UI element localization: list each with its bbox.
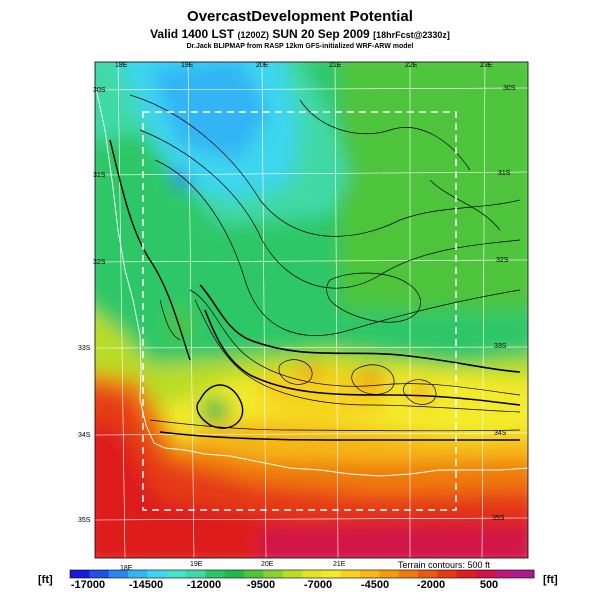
- lat-label-right: 30S: [503, 85, 516, 92]
- lat-label-right: 34S: [494, 430, 507, 437]
- valid-time: Valid 1400 LST: [150, 27, 235, 41]
- colorbar-tick-label: -4500: [360, 579, 390, 591]
- colorbar-tick-label: -12000: [186, 579, 222, 591]
- colorbar-tick-label: -9500: [246, 579, 276, 591]
- colorbar-swatch: [166, 570, 187, 578]
- colorbar-swatch: [437, 570, 458, 578]
- colorbar-swatch: [418, 570, 438, 578]
- chart-subtitle: Valid 1400 LST (1200Z) SUN 20 Sep 2009 […: [0, 27, 600, 41]
- lat-label-left: 31S: [93, 172, 106, 179]
- colorbar-border: [69, 569, 535, 579]
- lon-label-top: 20E: [256, 62, 269, 69]
- colorbar-tick-label: 500: [479, 579, 499, 591]
- colorbar-swatch: [456, 570, 477, 578]
- colorbar-swatch: [186, 570, 206, 578]
- lat-label-right: 32S: [496, 257, 509, 264]
- lon-label-top: 19E: [181, 62, 194, 69]
- colorbar-swatch: [89, 570, 110, 578]
- colorbar-swatch: [340, 570, 361, 578]
- colorbar-swatch: [224, 570, 245, 578]
- forecast-info: [18hrFcst@2330z]: [373, 30, 450, 40]
- model-credit: Dr.Jack BLIPMAP from RASP 12km GFS-initi…: [186, 43, 414, 50]
- lat-label-left: 34S: [78, 432, 91, 439]
- colorbar-swatch: [495, 570, 516, 578]
- lat-label-left: 33S: [78, 345, 91, 352]
- colorbar-swatch: [321, 570, 342, 578]
- colorbar-swatch: [70, 570, 90, 578]
- map-area: [95, 62, 528, 558]
- chart-title: OvercastDevelopment Potential: [187, 8, 413, 25]
- colorbar-swatch: [514, 570, 535, 578]
- map-frame: [94, 61, 529, 559]
- colorbar-swatch: [476, 570, 496, 578]
- inner-domain-box: [142, 111, 457, 511]
- lon-label-top: 18E: [115, 62, 128, 69]
- colorbar-swatch: [263, 570, 284, 578]
- lon-label-bottom: 19E: [190, 561, 203, 568]
- colorbar-swatch: [360, 570, 380, 578]
- colorbar: [69, 569, 535, 579]
- colorbar-swatch: [379, 570, 400, 578]
- utc-time: (1200Z): [237, 30, 269, 40]
- colorbar-swatch: [398, 570, 419, 578]
- potential-field: [95, 62, 528, 558]
- lat-label-right: 35S: [492, 515, 505, 522]
- colorbar-tick-label: -7000: [303, 579, 333, 591]
- lon-label-bottom: 20E: [261, 561, 274, 568]
- colorbar-tick-label: -2000: [416, 579, 446, 591]
- colorbar-swatch: [302, 570, 322, 578]
- valid-date: SUN 20 Sep 2009: [272, 27, 370, 41]
- lon-label-bottom: 21E: [333, 561, 346, 568]
- colorbar-tick-label: -14500: [128, 579, 164, 591]
- terrain-contour-note: Terrain contours: 500 ft: [398, 560, 491, 570]
- lat-label-left: 35S: [78, 517, 91, 524]
- colorbar-swatch: [282, 570, 303, 578]
- colorbar-tick-label: -17000: [70, 579, 106, 591]
- lat-label-right: 31S: [498, 170, 511, 177]
- lon-label-top: 23E: [480, 62, 493, 69]
- lat-label-right: 33S: [494, 343, 507, 350]
- colorbar-swatch: [205, 570, 226, 578]
- terrain-contours: [109, 94, 521, 441]
- lon-label-bottom: 18E: [120, 565, 133, 572]
- colorbar-swatch: [244, 570, 264, 578]
- lon-label-top: 22E: [405, 62, 418, 69]
- colorbar-swatch: [108, 570, 129, 578]
- lon-label-top: 21E: [329, 62, 342, 69]
- lat-label-left: 32S: [93, 259, 106, 266]
- colorbar-swatch: [147, 570, 168, 578]
- unit-label-left: [ft]: [38, 574, 53, 586]
- unit-label-right: [ft]: [543, 574, 558, 586]
- coastline: [95, 87, 528, 477]
- lat-label-left: 30S: [93, 87, 106, 94]
- colorbar-swatch: [128, 570, 148, 578]
